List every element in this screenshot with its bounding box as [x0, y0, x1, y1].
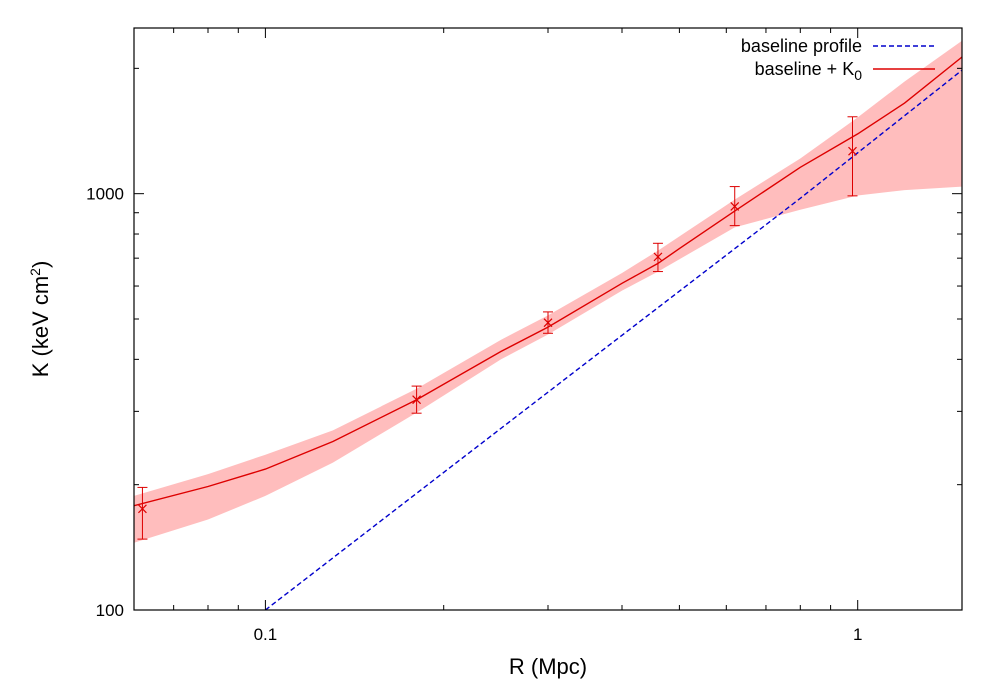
x-axis-label: R (Mpc)	[509, 654, 587, 679]
marker-b-4	[730, 201, 740, 211]
marker-b-0	[138, 504, 147, 514]
data-point-5	[847, 116, 858, 197]
data-point-0	[137, 486, 148, 540]
series-layer	[134, 56, 962, 610]
series-line-fit	[134, 56, 962, 507]
legend-label-fit-sub: 0	[854, 67, 862, 83]
marker-b-3	[653, 252, 663, 262]
marker-b-5	[848, 146, 857, 156]
y-axis-label-close: )	[28, 261, 53, 268]
marker-b-1	[412, 395, 422, 405]
legend-label-baseline: baseline profile	[741, 36, 862, 56]
data-point-1	[411, 385, 422, 414]
confidence-band	[134, 40, 962, 543]
data-points-layer	[137, 116, 858, 540]
confidence-band-layer	[134, 40, 962, 543]
y-axis-label-main: K (keV cm	[28, 276, 53, 377]
data-point-4	[729, 186, 740, 227]
y-tick-label: 100	[96, 601, 124, 620]
series-line-baseline	[264, 69, 962, 610]
data-point-2	[543, 311, 553, 334]
x-tick-label: 0.1	[254, 625, 278, 644]
marker-b-2	[543, 318, 553, 328]
y-axis-label-sup: 2	[27, 268, 43, 276]
legend-label-fit-main: baseline + K	[755, 59, 855, 79]
y-tick-label: 1000	[86, 185, 124, 204]
y-axis-label: K (keV cm2)	[27, 261, 53, 378]
x-tick-label: 1	[853, 625, 862, 644]
legend-label-fit: baseline + K0	[755, 59, 863, 83]
ticks-layer: 0.1 1 100 1000	[86, 28, 962, 644]
legend: baseline profile baseline + K0	[741, 36, 935, 83]
data-point-3	[652, 242, 663, 273]
